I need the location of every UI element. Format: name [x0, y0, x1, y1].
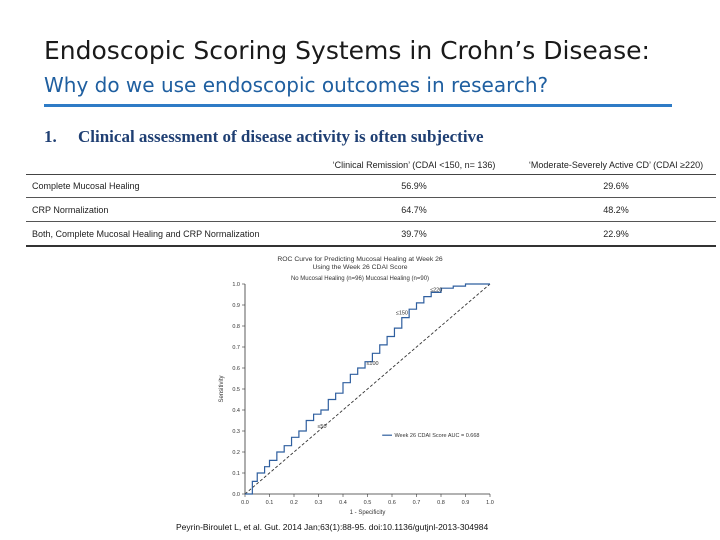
table-row: CRP Normalization 64.7% 48.2% — [26, 199, 716, 222]
table-header-row: ‘Clinical Remission’ (CDAI <150, n= 136)… — [26, 154, 716, 175]
chart-title: ROC Curve for Predicting Mucosal Healing… — [277, 256, 443, 263]
table-cell: Both, Complete Mucosal Healing and CRP N… — [32, 229, 260, 239]
table-header-cell: ‘Clinical Remission’ (CDAI <150, n= 136) — [332, 160, 496, 170]
y-tick-label: 0.7 — [232, 345, 240, 351]
threshold-label: ≤100 — [366, 361, 378, 367]
table-cell: 39.7% — [401, 229, 427, 239]
roc-legend-label: Week 26 CDAI Score AUC = 0.668 — [394, 433, 479, 439]
slide-title: Endoscopic Scoring Systems in Crohn’s Di… — [44, 36, 650, 65]
citation: Peyrin-Biroulet L, et al. Gut. 2014 Jan;… — [176, 522, 489, 532]
x-tick-label: 0.0 — [241, 500, 249, 506]
y-tick-label: 0.9 — [232, 303, 240, 309]
x-tick-label: 0.7 — [413, 500, 421, 506]
table-cell: 22.9% — [603, 229, 629, 239]
y-tick-label: 0.1 — [232, 471, 240, 477]
y-tick-label: 0.0 — [232, 492, 240, 498]
y-tick-label: 0.8 — [232, 324, 240, 330]
y-tick-label: 0.5 — [232, 387, 240, 393]
y-tick-label: 1.0 — [232, 282, 240, 288]
reference-line — [244, 283, 491, 495]
x-tick-label: 0.1 — [266, 500, 274, 506]
table-cell: 48.2% — [603, 205, 629, 215]
table-row: Complete Mucosal Healing 56.9% 29.6% — [26, 175, 716, 198]
x-tick-label: 0.3 — [315, 500, 323, 506]
x-tick-label: 0.6 — [388, 500, 396, 506]
x-tick-label: 0.8 — [437, 500, 445, 506]
threshold-label: ≤50 — [317, 424, 326, 430]
table-cell: 29.6% — [603, 181, 629, 191]
chart-legend-text: No Mucosal Healing (n=96) Mucosal Healin… — [291, 276, 429, 282]
table-cell: CRP Normalization — [32, 205, 109, 215]
y-axis-label: Sensitivity — [219, 375, 225, 402]
y-tick-label: 0.6 — [232, 366, 240, 372]
x-tick-label: 1.0 — [486, 500, 494, 506]
x-tick-label: 0.4 — [339, 500, 347, 506]
roc-chart: ROC Curve for Predicting Mucosal Healing… — [219, 256, 494, 516]
title-divider — [44, 104, 672, 107]
point-number: 1. — [44, 127, 57, 146]
x-tick-label: 0.9 — [462, 500, 470, 506]
y-tick-label: 0.3 — [232, 429, 240, 435]
x-tick-label: 0.5 — [364, 500, 372, 506]
slide-subtitle: Why do we use endoscopic outcomes in res… — [44, 73, 549, 97]
x-tick-label: 0.2 — [290, 500, 298, 506]
table-cell: Complete Mucosal Healing — [32, 181, 140, 191]
x-axis-label: 1 - Specificity — [350, 510, 386, 516]
threshold-label: ≤150 — [396, 311, 408, 317]
table-cell: 64.7% — [401, 205, 427, 215]
table-cell: 56.9% — [401, 181, 427, 191]
point-text: Clinical assessment of disease activity … — [78, 127, 484, 146]
threshold-label: ≤220 — [430, 288, 442, 294]
table-header-cell: ‘Moderate-Severely Active CD’ (CDAI ≥220… — [528, 160, 704, 170]
y-tick-label: 0.2 — [232, 450, 240, 456]
y-tick-label: 0.4 — [232, 408, 240, 414]
table-row: Both, Complete Mucosal Healing and CRP N… — [26, 223, 716, 247]
chart-title: Using the Week 26 CDAI Score — [312, 264, 407, 271]
roc-curve-line — [245, 283, 490, 495]
